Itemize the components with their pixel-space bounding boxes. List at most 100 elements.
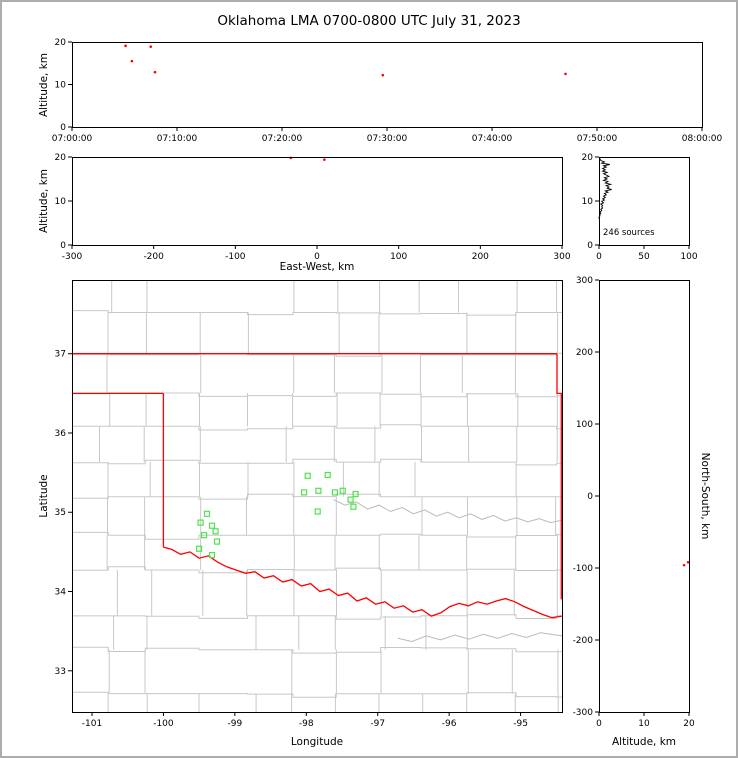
time-panel-ylabel: Altitude, km [38,52,50,118]
tick-label: 33 [55,667,66,677]
lma-source-point [682,563,686,567]
tick-label: -200 [143,252,164,262]
lma-station-marker [201,532,208,539]
tick-label: 07:40:00 [472,134,513,144]
lma-station-marker [324,471,331,479]
river-line [397,632,562,643]
map-panel [72,280,562,712]
lma-station-marker [197,519,204,526]
tick-label: 100 [680,252,697,262]
sources-count-annotation: 246 sources [603,228,655,238]
lma-station-marker [339,487,346,494]
tick-label: 07:00:00 [52,134,93,144]
eastwest-panel-ylabel: Altitude, km [38,168,50,234]
lma-station-marker [203,510,211,517]
lma-station-marker [331,489,338,496]
eastwest-altitude-frame [72,157,563,246]
tick-label: 0 [587,241,593,251]
rivers-layer [333,499,562,643]
tick-label: 300 [553,252,570,262]
northsouth-panel-xlabel: Altitude, km [611,736,677,748]
tick-label: 0 [60,241,66,251]
tick-label: 07:20:00 [262,134,303,144]
oklahoma-state-border [72,353,562,619]
lma-station-marker [208,522,216,529]
lma-stations-layer [196,471,359,559]
tick-label: 36 [55,429,67,439]
lma-source-point [686,560,690,564]
map-xlabel: Longitude [290,736,344,748]
tick-label: 08:00:00 [682,134,723,144]
tick-label: 0 [314,252,320,262]
time-altitude-panel [124,44,567,77]
tick-label: 07:10:00 [157,134,198,144]
tick-label: 0 [60,123,66,133]
tick-label: 10 [55,81,67,91]
tick-label: 100 [390,252,407,262]
tick-label: 10 [638,719,650,729]
lma-station-marker [213,538,221,545]
tick-label: -300 [62,252,83,262]
tick-label: -95 [513,719,528,729]
tick-label: 100 [576,420,593,430]
northsouth-altitude-frame [599,280,690,713]
lma-station-marker [352,490,359,498]
eastwest-panel-xlabel: East-West, km [279,261,355,273]
tick-label: -96 [442,719,457,729]
tick-label: 35 [55,508,66,518]
tick-label: -98 [299,719,314,729]
lma-source-point [130,59,134,63]
tick-label: -100 [153,719,174,729]
tick-label: 200 [576,348,593,358]
state-border-red_river [163,546,562,619]
tick-label: 20 [55,153,67,163]
lma-station-marker [350,503,357,510]
tick-label: -100 [573,564,594,574]
northsouth-panel-ylabel: North-South, km [699,452,711,540]
lma-source-point [149,45,153,48]
time-altitude-frame [72,42,703,128]
tick-label: -99 [228,719,243,729]
map-ylabel: Latitude [38,474,50,518]
lma-station-marker [196,545,203,552]
tick-label: 10 [55,197,67,207]
tick-label: 200 [472,252,489,262]
northsouth-altitude-panel [682,560,690,567]
tick-label: 50 [638,252,650,262]
lma-source-point [564,72,567,76]
tick-label: -100 [225,252,246,262]
tick-label: -101 [82,719,102,729]
tick-label: 0 [596,252,602,262]
lma-source-point [153,70,157,74]
tick-label: -97 [370,719,385,729]
tick-label: 0 [587,492,593,502]
tick-label: -200 [573,636,594,646]
tick-label: 10 [582,197,594,207]
lma-station-marker [315,487,322,494]
lma-station-marker [347,496,354,503]
lma-source-point [381,73,385,77]
tick-label: 20 [55,38,67,48]
river-line [333,499,562,524]
lma-station-marker [301,489,308,496]
lma-station-marker [314,508,321,515]
altitude-histogram-line [598,157,613,219]
map-frame [72,280,563,713]
tick-label: 07:30:00 [367,134,408,144]
tick-label: 20 [582,153,594,163]
tick-label: 0 [596,719,602,729]
tick-label: 300 [576,276,593,286]
lma-station-marker [304,472,311,479]
tick-label: -300 [573,708,594,718]
tick-label: 20 [683,719,695,729]
lma-station-marker [212,528,219,535]
lma-station-marker [208,551,216,559]
state-border-east [556,353,562,600]
tick-label: 07:50:00 [577,134,618,144]
lma-source-point [124,44,127,48]
county-boundaries-layer [72,280,562,712]
figure-title: Oklahoma LMA 0700-0800 UTC July 31, 2023 [217,13,521,29]
tick-label: 37 [55,350,66,360]
